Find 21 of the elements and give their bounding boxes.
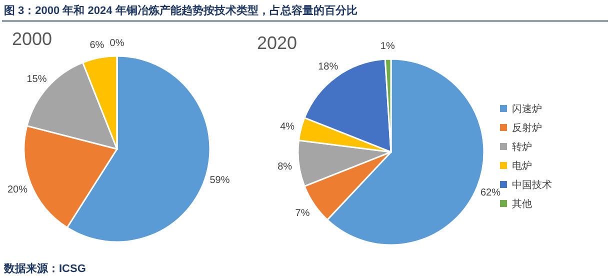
legend-label: 反射炉 <box>512 122 542 134</box>
caption: 图 3：2000 年和 2024 年铜冶炼产能趋势按技术类型，占总容量的百分比 <box>4 4 358 17</box>
source-note: 数据来源：ICSG <box>3 262 86 275</box>
data-label: 59% <box>210 174 230 186</box>
data-label: 7% <box>295 208 310 220</box>
chart-title: 2020 <box>257 33 298 53</box>
data-label: 18% <box>318 61 338 72</box>
text: 0% <box>110 38 124 49</box>
data-label: 62% <box>480 187 501 198</box>
data-label: 20% <box>8 184 28 196</box>
chart-title: 2000 <box>12 29 52 49</box>
legend-label: 中国技术 <box>512 179 552 191</box>
legend-label: 转炉 <box>512 141 532 153</box>
legend-label: 闪速炉 <box>512 103 542 115</box>
data-label: 1% <box>380 41 395 52</box>
data-label: 4% <box>280 121 295 132</box>
legend-label: 其他 <box>512 198 532 210</box>
legend-label: 电炉 <box>512 160 532 172</box>
data-label: 8% <box>278 161 292 172</box>
data-label: 6% <box>90 40 104 51</box>
data-label: 15% <box>26 74 47 86</box>
